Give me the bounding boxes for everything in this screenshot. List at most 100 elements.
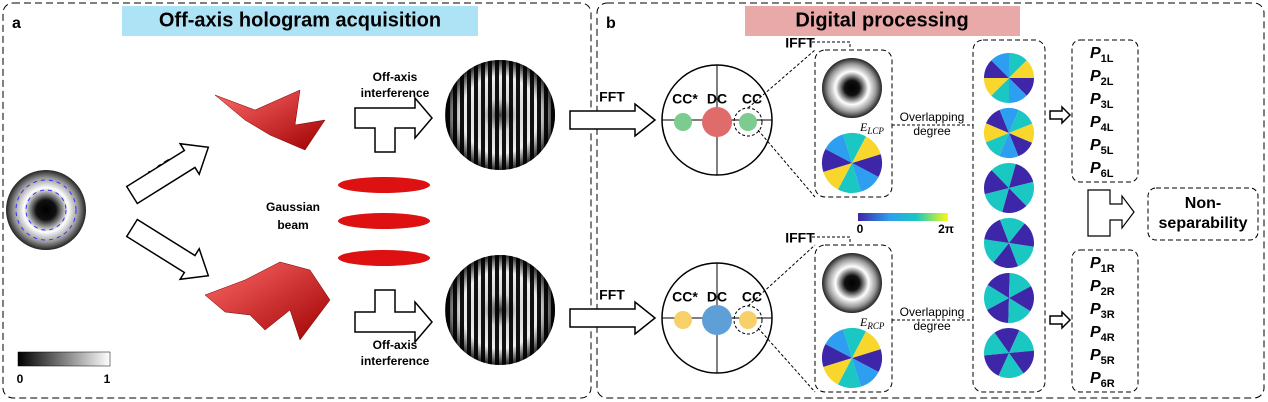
phase-map <box>984 328 1034 378</box>
symbol: P <box>1090 68 1101 85</box>
sector <box>984 188 1009 213</box>
symbol: E <box>859 120 868 134</box>
subscript: RCP <box>866 321 885 331</box>
sector <box>823 163 852 190</box>
symbol: P <box>1090 324 1101 341</box>
label: Gaussian <box>266 200 320 214</box>
field-label: ERCP <box>859 315 885 331</box>
sector <box>1009 133 1033 157</box>
field-box <box>814 244 893 393</box>
result: Non- <box>1185 195 1221 212</box>
label: IFFT <box>785 35 815 51</box>
p-label: P2L <box>1090 68 1114 88</box>
order <box>739 113 757 131</box>
sector <box>825 134 852 163</box>
title-bg <box>745 6 1020 36</box>
subscript: 3L <box>1101 99 1114 111</box>
subscript: 2L <box>1101 76 1114 88</box>
sector <box>984 284 1009 310</box>
symbol: P <box>1090 370 1101 387</box>
title-bg <box>122 6 478 36</box>
label: DC <box>707 289 727 305</box>
label: FFT <box>599 89 625 105</box>
subscript: 1L <box>1101 53 1114 65</box>
sector <box>838 163 861 194</box>
symbol: E <box>859 315 868 329</box>
sector <box>987 272 1010 298</box>
field-box <box>814 49 893 198</box>
sector <box>852 358 879 387</box>
sector <box>1009 330 1034 353</box>
p-label: P4R <box>1090 324 1115 344</box>
sector <box>1009 223 1034 247</box>
sector <box>1009 181 1034 206</box>
sector <box>984 170 1009 195</box>
label: CC* <box>672 289 698 305</box>
sector <box>822 344 852 367</box>
label: Overlapping <box>900 110 965 124</box>
sector <box>993 243 1019 268</box>
subscript: 4R <box>1101 332 1115 344</box>
label: Off-axis <box>373 338 418 352</box>
gaussian-beam <box>338 250 430 266</box>
colorbar-label: 2π <box>938 222 954 236</box>
merge-arrow <box>354 95 433 153</box>
phase-map <box>984 163 1034 213</box>
sector <box>985 109 1009 133</box>
sector <box>1009 350 1034 374</box>
sector <box>1009 123 1034 143</box>
symbol: P <box>1090 91 1101 108</box>
sector <box>823 358 852 385</box>
vector-beam <box>6 170 86 250</box>
label: CC <box>742 289 762 305</box>
phase-map <box>984 53 1034 103</box>
p-label: P5R <box>1090 347 1115 367</box>
sector <box>994 328 1020 353</box>
subscript: 1R <box>1101 263 1115 275</box>
colorbar-label: 1 <box>104 372 111 386</box>
symbol: P <box>1090 137 1101 154</box>
sector <box>852 331 881 358</box>
sector <box>1009 78 1034 96</box>
sector <box>984 219 1009 243</box>
sector <box>991 163 1016 188</box>
sector <box>1009 286 1034 312</box>
sector <box>838 358 861 388</box>
p-label: P1L <box>1090 45 1114 65</box>
sector <box>1009 163 1034 188</box>
hologram <box>445 60 555 170</box>
colorbar <box>858 213 948 221</box>
sector <box>852 154 882 177</box>
subscript: 3R <box>1101 309 1115 321</box>
symbol: P <box>1090 160 1101 177</box>
polarization <box>25 189 67 231</box>
label: Off-axis <box>373 70 418 84</box>
merge-arrow <box>1087 189 1135 237</box>
subscript: 5R <box>1101 355 1115 367</box>
p-label: P6R <box>1090 370 1115 390</box>
symbol: P <box>1090 278 1101 295</box>
sector <box>999 218 1025 243</box>
phase-map <box>822 133 882 194</box>
hologram <box>445 255 555 365</box>
sector <box>1009 243 1034 267</box>
arrow <box>1049 310 1072 330</box>
sector <box>998 353 1024 378</box>
sector <box>986 298 1009 323</box>
gaussian-beam <box>338 213 430 229</box>
sector <box>1008 298 1031 324</box>
p-label: P3R <box>1090 301 1115 321</box>
sector <box>985 133 1009 157</box>
subscript: 2R <box>1101 286 1115 298</box>
subscript: 4L <box>1101 122 1114 134</box>
sector <box>852 163 879 192</box>
connector <box>757 327 816 393</box>
phase-map <box>983 218 1034 268</box>
sector <box>1009 109 1033 133</box>
intensity <box>822 58 882 118</box>
symbol: P <box>1090 45 1101 62</box>
label: interference <box>361 86 430 100</box>
symbol: P <box>1090 347 1101 364</box>
label: degree <box>913 319 951 333</box>
